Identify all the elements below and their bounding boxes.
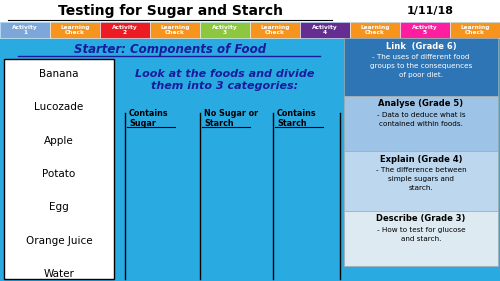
Text: - How to test for glucose: - How to test for glucose [376,227,466,233]
Text: - The difference between: - The difference between [376,167,466,173]
Text: Sugar: Sugar [129,119,156,128]
Text: Activity
1: Activity 1 [12,25,38,35]
Text: Egg: Egg [49,202,69,212]
FancyBboxPatch shape [250,22,300,38]
Text: and starch.: and starch. [401,236,441,242]
Text: Starter: Components of Food: Starter: Components of Food [74,44,266,56]
Text: Learning
Check: Learning Check [60,25,90,35]
Text: Learning
Check: Learning Check [160,25,190,35]
Text: - The uses of different food: - The uses of different food [372,54,470,60]
FancyBboxPatch shape [450,22,500,38]
Text: Activity
2: Activity 2 [112,25,138,35]
Text: 1/11/18: 1/11/18 [406,6,454,16]
FancyBboxPatch shape [344,211,498,266]
Text: Potato: Potato [42,169,76,179]
Text: Activity
3: Activity 3 [212,25,238,35]
Text: of poor diet.: of poor diet. [399,72,443,78]
Text: Testing for Sugar and Starch: Testing for Sugar and Starch [58,4,282,18]
Text: Lucozade: Lucozade [34,102,84,112]
Text: Activity
5: Activity 5 [412,25,438,35]
FancyBboxPatch shape [150,22,200,38]
FancyBboxPatch shape [4,59,114,279]
FancyBboxPatch shape [350,22,400,38]
Text: - Data to deduce what is: - Data to deduce what is [376,112,466,118]
Text: Contains: Contains [129,110,168,119]
Text: Apple: Apple [44,136,74,146]
FancyBboxPatch shape [300,22,350,38]
Text: Describe (Grade 3): Describe (Grade 3) [376,214,466,223]
FancyBboxPatch shape [0,22,50,38]
Text: starch.: starch. [408,185,434,191]
Text: Explain (Grade 4): Explain (Grade 4) [380,155,462,164]
Text: Analyse (Grade 5): Analyse (Grade 5) [378,99,464,108]
Text: Orange Juice: Orange Juice [26,236,92,246]
Text: contained within foods.: contained within foods. [379,121,463,127]
Text: Starch: Starch [204,119,234,128]
FancyBboxPatch shape [344,96,498,151]
FancyBboxPatch shape [200,22,250,38]
Text: Learning
Check: Learning Check [360,25,390,35]
Text: Learning
Check: Learning Check [260,25,290,35]
Text: Contains: Contains [277,110,316,119]
Text: Activity
4: Activity 4 [312,25,338,35]
Text: Starch: Starch [277,119,306,128]
FancyBboxPatch shape [344,151,498,211]
Text: Look at the foods and divide
them into 3 categories:: Look at the foods and divide them into 3… [136,69,314,91]
FancyBboxPatch shape [100,22,150,38]
Text: groups to the consequences: groups to the consequences [370,63,472,69]
Text: simple sugars and: simple sugars and [388,176,454,182]
Text: No Sugar or: No Sugar or [204,110,258,119]
FancyBboxPatch shape [50,22,100,38]
FancyBboxPatch shape [400,22,450,38]
Text: Link  (Grade 6): Link (Grade 6) [386,42,456,51]
FancyBboxPatch shape [0,0,500,22]
FancyBboxPatch shape [344,38,498,96]
Text: Banana: Banana [39,69,79,79]
Text: Water: Water [44,269,74,279]
Text: Learning
Check: Learning Check [460,25,490,35]
